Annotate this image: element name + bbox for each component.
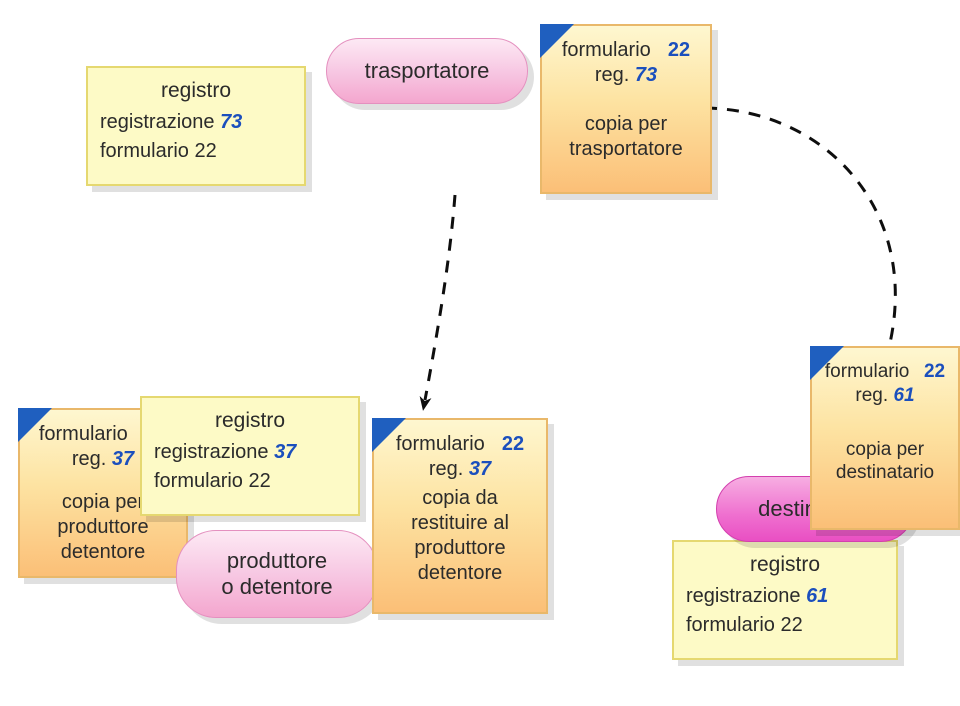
tag-pl-l2a: reg. [72,448,112,470]
tag-d-l2b: 61 [893,385,914,406]
tag-mid-l5: produttore [386,536,534,561]
tag-d-l4: destinatario [824,461,946,485]
fold-icon [18,408,52,442]
tag-mid-l1: formulario [396,433,485,455]
note-right-line2b: 61 [806,585,828,607]
fold-icon [372,418,406,452]
tag-d-l2a: reg. [855,385,893,406]
arrow-down [425,195,455,400]
tag-mid-l2a: reg. [429,458,469,480]
actor-trasportatore-label: trasportatore [365,60,490,82]
note-mid-line2b: 37 [274,441,296,463]
note-top-line3: formulario 22 [100,139,292,164]
actor-trasportatore: trasportatore [326,38,528,104]
note-right-line1: registro [686,552,884,578]
tag-d-l3: copia per [824,438,946,462]
tag-pl-l2b: 37 [112,448,134,470]
actor-produttore-label1: produttore [227,550,327,572]
note-registro-mid: registro registrazione 37 formulario 22 [140,396,360,516]
tag-tr-l2a: reg. [595,64,635,86]
tag-tr-l1b: 22 [668,39,690,61]
tag-d-l1b: 22 [924,361,945,382]
tag-mid-l4: restituire al [386,511,534,536]
note-registro-top: registro registrazione 73 formulario 22 [86,66,306,186]
tag-tr-l1: formulario [562,39,651,61]
note-top-line2a: registrazione [100,111,220,133]
note-registro-right: registro registrazione 61 formulario 22 [672,540,898,660]
tag-tr-l3: copia per [554,112,698,137]
tag-pl-l1: formulario [39,423,128,445]
note-right-line2a: registrazione [686,585,806,607]
tag-tr-l4: trasportatore [554,137,698,162]
tag-mid-l6: detentore [386,561,534,586]
fold-icon [540,24,574,58]
tag-restituire: formulario 22 reg. 37 copia da restituir… [372,418,548,614]
tag-mid-l3: copia da [386,486,534,511]
tag-mid-l2b: 37 [469,458,491,480]
note-right-line3: formulario 22 [686,613,884,638]
note-top-line2b: 73 [220,111,242,133]
tag-pl-l4: produttore [32,515,174,540]
diagram-stage: trasportatore registro registrazione 73 … [0,0,960,706]
tag-trasportatore-copy: formulario 22 reg. 73 copia per trasport… [540,24,712,194]
note-mid-line2a: registrazione [154,441,274,463]
tag-pl-l5: detentore [32,540,174,565]
fold-icon [810,346,844,380]
tag-tr-l2b: 73 [635,64,657,86]
note-mid-line3: formulario 22 [154,469,346,494]
tag-destinatario-copy: formulario 22 reg. 61 copia per destinat… [810,346,960,530]
note-top-line1: registro [100,78,292,104]
actor-produttore: produttore o detentore [176,530,378,618]
actor-produttore-label2: o detentore [221,576,332,598]
tag-mid-l1b: 22 [502,433,524,455]
note-mid-line1: registro [154,408,346,434]
